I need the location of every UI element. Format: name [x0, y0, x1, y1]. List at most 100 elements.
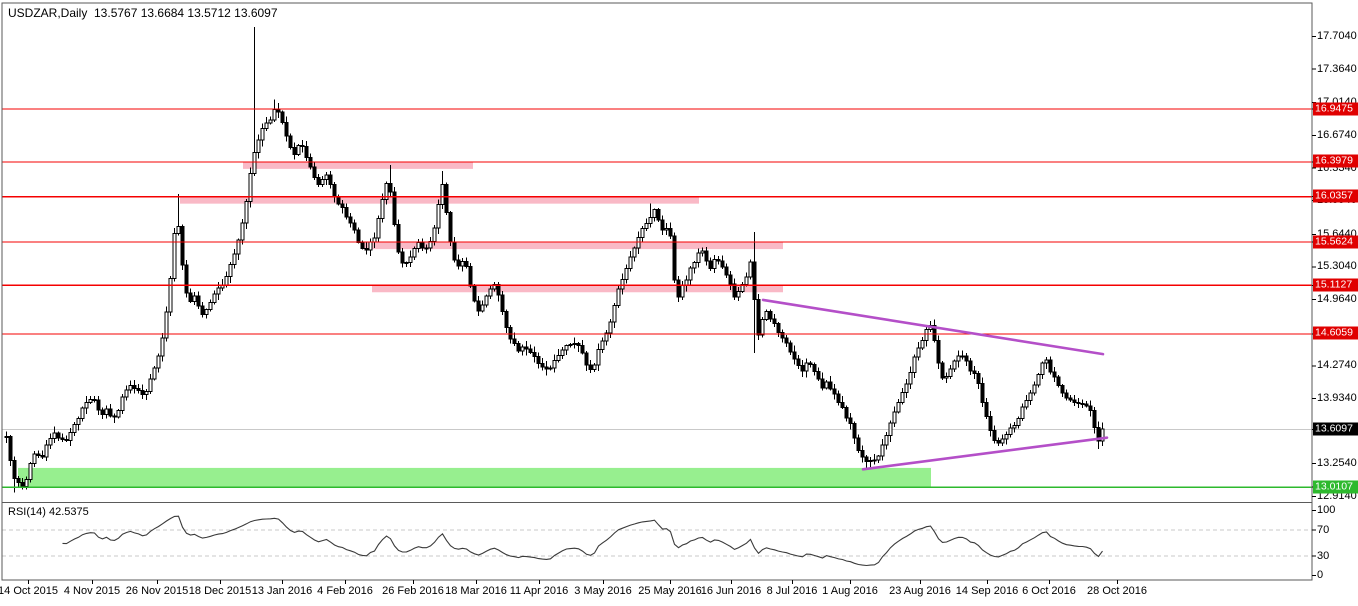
candle-bullish	[156, 355, 161, 369]
candle-bullish	[240, 222, 245, 241]
candle-bearish	[980, 382, 985, 403]
candle-bullish	[1100, 428, 1105, 442]
candle-bearish	[588, 364, 593, 370]
candle-bearish	[292, 147, 297, 155]
candle-bullish	[440, 184, 445, 206]
candle-bearish	[732, 283, 737, 298]
candle-bullish	[1040, 362, 1045, 375]
candle-bearish	[420, 242, 425, 249]
candle-bearish	[1084, 403, 1089, 407]
candle-bullish	[236, 239, 241, 255]
candle-bullish	[488, 288, 493, 297]
candle-bullish	[460, 261, 465, 267]
candle-bullish	[920, 340, 925, 349]
candle-bullish	[144, 391, 149, 395]
candle-bullish	[436, 204, 441, 229]
candle-bearish	[752, 261, 757, 301]
candle-bullish	[1016, 417, 1021, 427]
candle-bullish	[124, 389, 129, 398]
candle-bearish	[1060, 385, 1065, 394]
candle-bullish	[1024, 400, 1029, 408]
time-axis-label: 18 Dec 2015	[188, 585, 252, 597]
candle-bearish	[328, 174, 333, 185]
candle-bullish	[624, 268, 629, 280]
support-zone[interactable]	[18, 467, 931, 487]
candle-bullish	[872, 459, 877, 462]
candle-bullish	[760, 318, 765, 336]
descending-trendline[interactable]	[761, 298, 1105, 356]
candle-bullish	[556, 354, 561, 362]
candle-bearish	[280, 111, 285, 124]
rsi-indicator-label: RSI(14) 42.5375	[8, 506, 89, 518]
price-axis-label: 14.9640	[1317, 293, 1357, 306]
candle-bullish	[1028, 392, 1033, 402]
candle-bearish	[852, 423, 857, 439]
candle-bullish	[80, 407, 85, 419]
candle-bullish	[128, 384, 133, 391]
ascending-trendline[interactable]	[861, 436, 1109, 471]
candle-bullish	[404, 262, 409, 265]
candle-bullish	[44, 444, 49, 458]
candle-bearish	[40, 455, 45, 458]
candle-bearish	[336, 195, 341, 205]
candle-bullish	[248, 173, 253, 203]
resistance-zone[interactable]	[372, 285, 783, 293]
candle-bearish	[784, 337, 789, 344]
time-axis-label: 8 Jul 2016	[766, 585, 818, 597]
price-axis-label: 13.2540	[1317, 457, 1357, 470]
candle-bullish	[256, 139, 261, 154]
candle-bearish	[516, 343, 521, 352]
candle-bullish	[24, 479, 29, 487]
candle-bearish	[1068, 397, 1073, 401]
candle-bullish	[548, 367, 553, 370]
candle-bearish	[800, 365, 805, 372]
resistance-zone[interactable]	[243, 161, 473, 169]
candle-bearish	[988, 415, 993, 431]
resistance-zone[interactable]	[362, 242, 783, 250]
candle-bullish	[712, 258, 717, 269]
candle-bullish	[372, 237, 377, 243]
time-axis-label: 23 Aug 2016	[889, 585, 951, 597]
candle-bullish	[416, 242, 421, 249]
price-badge-resistance: 15.5624	[1313, 235, 1358, 249]
candle-bullish	[868, 460, 873, 463]
time-axis-label: 18 Mar 2016	[445, 585, 507, 597]
candle-bearish	[1080, 403, 1085, 406]
candle-bearish	[796, 358, 801, 367]
candle-bullish	[296, 145, 301, 155]
symbol-title: USDZAR,Daily 13.5767 13.6684 13.5712 13.…	[8, 6, 278, 20]
time-axis-label: 28 Oct 2016	[1087, 585, 1147, 597]
candle-bullish	[740, 284, 745, 293]
candle-bullish	[116, 409, 121, 418]
candle-bullish	[376, 217, 381, 239]
candle-bearish	[1092, 409, 1097, 428]
candle-bullish	[560, 349, 565, 356]
candle-bullish	[620, 278, 625, 290]
rsi-scale-label: 0	[1317, 569, 1324, 581]
candle-bearish	[16, 478, 21, 483]
candle-bearish	[112, 415, 117, 418]
candle-bullish	[680, 285, 685, 298]
candle-bullish	[324, 174, 329, 180]
candle-bullish	[764, 310, 769, 320]
candle-bearish	[848, 417, 853, 425]
candle-bearish	[356, 229, 361, 243]
candle-bearish	[504, 310, 509, 328]
candle-bearish	[528, 348, 533, 354]
candle-bullish	[216, 287, 221, 295]
candle-bullish	[160, 337, 165, 357]
candle-bullish	[604, 332, 609, 342]
price-badge-resistance: 15.1127	[1313, 278, 1358, 292]
candle-bullish	[192, 295, 197, 302]
candle-bearish	[792, 351, 797, 360]
candle-bullish	[168, 277, 173, 313]
candle-bearish	[576, 343, 581, 347]
candle-bullish	[224, 276, 229, 286]
candle-bearish	[1096, 426, 1101, 442]
resistance-zone[interactable]	[180, 196, 699, 204]
candle-bullish	[84, 401, 89, 409]
candle-bullish	[52, 432, 57, 440]
candle-bearish	[332, 183, 337, 197]
candle-bearish	[476, 300, 481, 312]
